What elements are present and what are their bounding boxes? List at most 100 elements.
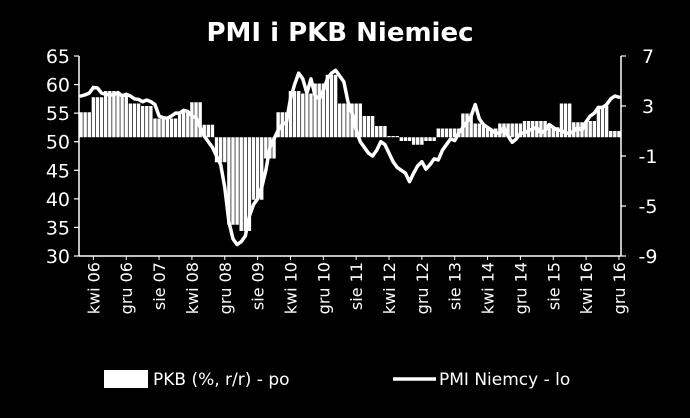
- gdp-bar: [510, 123, 514, 138]
- x-tick-label: gru 16: [610, 262, 629, 314]
- gdp-bar: [387, 136, 391, 138]
- gdp-bar: [173, 118, 178, 138]
- gdp-bar: [239, 137, 243, 231]
- gdp-bar: [116, 93, 120, 138]
- x-tick-label: kwi 12: [380, 262, 399, 314]
- x-tick-label: kwi 16: [577, 262, 596, 314]
- gdp-bar: [206, 124, 211, 138]
- gdp-bar: [140, 106, 145, 138]
- gdp-bar: [309, 93, 313, 138]
- gdp-bar: [563, 103, 568, 138]
- gdp-bar: [313, 83, 317, 138]
- gdp-bar: [346, 103, 350, 138]
- left-tick-label: 40: [46, 189, 70, 211]
- gdp-bar: [128, 103, 133, 138]
- gdp-bar: [617, 131, 621, 138]
- gdp-bar: [87, 112, 91, 138]
- legend: PKB (%, r/r) - po PMI Niemcy - lo: [104, 370, 570, 390]
- gdp-bar: [186, 112, 190, 138]
- x-tick-label: sie 11: [347, 262, 366, 310]
- gdp-bar: [354, 103, 358, 138]
- gdp-bar: [108, 91, 112, 138]
- gdp-bar: [588, 121, 592, 138]
- gdp-bar: [613, 131, 617, 138]
- gdp-bar: [99, 97, 104, 138]
- gdp-bar: [260, 137, 264, 200]
- gdp-bar: [120, 93, 124, 138]
- gdp-bar: [218, 137, 223, 163]
- gdp-bar: [567, 103, 572, 138]
- gdp-bar: [551, 127, 555, 138]
- left-tick-label: 60: [46, 75, 70, 97]
- gdp-bar: [539, 121, 543, 138]
- gdp-bar: [604, 106, 609, 138]
- gdp-bar: [489, 128, 494, 138]
- gdp-bar: [555, 127, 560, 138]
- pmi-line: [79, 68, 621, 247]
- left-tick-label: 35: [46, 217, 70, 239]
- gdp-bar: [272, 137, 276, 159]
- gdp-bar: [296, 91, 301, 138]
- gdp-bar: [243, 137, 247, 231]
- gdp-bar: [182, 112, 186, 138]
- gdp-bar: [329, 74, 334, 138]
- gdp-bar: [453, 128, 457, 138]
- gdp-bar: [165, 118, 169, 138]
- right-tick-label: -5: [639, 196, 658, 218]
- gdp-bar: [79, 112, 83, 138]
- gdp-bar: [169, 118, 174, 138]
- gdp-bar: [325, 74, 330, 138]
- legend-line-label: PMI Niemcy - lo: [439, 370, 570, 390]
- gdp-bar: [547, 127, 551, 138]
- gdp-bar: [136, 103, 141, 138]
- x-tick-label: kwi 08: [183, 262, 202, 314]
- legend-bar-label: PKB (%, r/r) - po: [153, 370, 290, 390]
- gdp-bar: [202, 124, 206, 138]
- x-tick-label: sie 13: [446, 262, 465, 310]
- x-tick-label: gru 10: [314, 262, 333, 314]
- gdp-bar: [444, 128, 449, 138]
- x-tick-label: gru 08: [216, 262, 235, 314]
- gdp-bar: [469, 113, 473, 138]
- gdp-bar: [317, 83, 321, 138]
- gdp-bar: [255, 137, 260, 200]
- gdp-bar: [609, 131, 613, 138]
- left-axis-ticks: 65 60 55 50 45 40 35 30: [46, 46, 79, 268]
- right-tick-label: -1: [639, 146, 658, 168]
- left-tick-label: 65: [46, 46, 70, 68]
- gdp-bar: [198, 102, 202, 138]
- right-axis-ticks: 7 3 -1 -5 -9: [621, 46, 657, 268]
- gdp-bar: [251, 137, 256, 200]
- x-tick-label: sie 09: [249, 262, 268, 310]
- gdp-bar: [411, 137, 416, 145]
- gdp-bar: [103, 91, 108, 138]
- gdp-bar: [190, 102, 194, 138]
- left-tick-label: 45: [46, 160, 70, 182]
- gdp-bar: [157, 118, 161, 138]
- gdp-bar: [247, 137, 252, 231]
- gdp-bar: [584, 121, 588, 138]
- gdp-bar: [395, 136, 399, 138]
- gdp-bar: [432, 137, 436, 141]
- gdp-bar: [210, 124, 215, 138]
- gdp-bar: [112, 91, 116, 138]
- gdp-bar: [284, 112, 289, 138]
- legend-bar-swatch: [104, 370, 148, 388]
- gdp-bar: [321, 83, 326, 138]
- gdp-bar: [227, 137, 231, 225]
- gdp-bar: [333, 74, 338, 138]
- gdp-bar: [485, 128, 490, 138]
- x-tick-label: gru 06: [117, 262, 136, 314]
- gdp-bar: [288, 91, 293, 138]
- gdp-bar: [223, 137, 227, 163]
- chart-axes: [78, 56, 622, 257]
- right-tick-label: -9: [639, 246, 658, 268]
- gdp-bar: [416, 137, 420, 145]
- gdp-bar: [465, 113, 469, 138]
- gdp-bar: [374, 126, 379, 138]
- right-tick-label: 7: [642, 46, 654, 68]
- gdp-bar: [407, 137, 412, 141]
- gdp-bar: [214, 137, 219, 163]
- x-tick-label: kwi 14: [479, 262, 498, 314]
- gdp-bar: [440, 128, 445, 138]
